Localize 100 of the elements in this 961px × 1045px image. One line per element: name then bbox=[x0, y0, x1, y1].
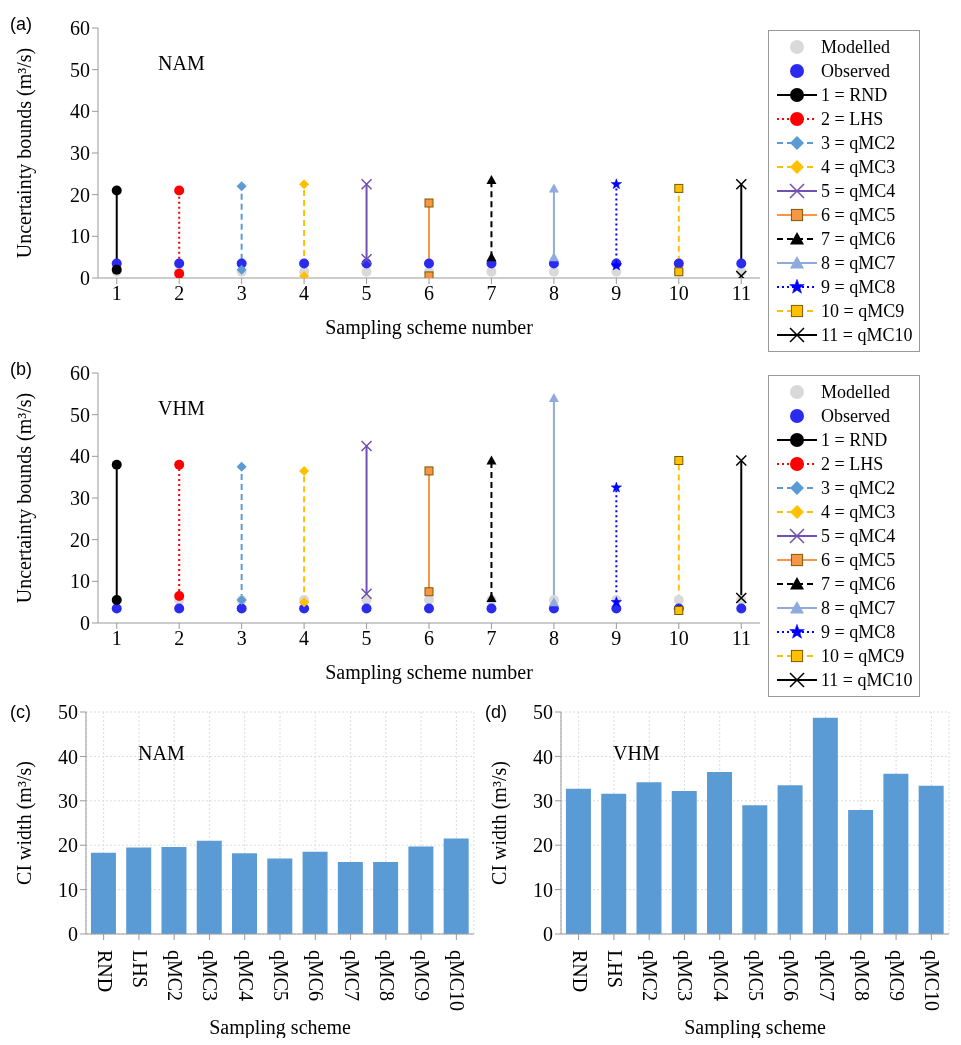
y-axis-title: CI width (m³/s) bbox=[13, 761, 37, 885]
y-tick-label: 20 bbox=[58, 834, 78, 857]
y-tick-label: 30 bbox=[70, 487, 90, 510]
x-tick-label: 4 bbox=[299, 627, 310, 650]
x-tick-label: qMC10 bbox=[920, 950, 944, 1012]
x-tick-label: 7 bbox=[486, 627, 497, 650]
y-tick-label: 50 bbox=[533, 701, 553, 724]
legend-label: 3 = qMC2 bbox=[821, 477, 896, 500]
legend-label: 4 = qMC3 bbox=[821, 501, 896, 524]
y-tick-label: 50 bbox=[70, 58, 90, 81]
x-tick-label: 1 bbox=[111, 282, 122, 305]
legend-label: 7 = qMC6 bbox=[821, 228, 896, 251]
x-tick-label: 6 bbox=[424, 627, 434, 650]
legend-label: 5 = qMC4 bbox=[821, 180, 896, 203]
y-tick-label: 0 bbox=[68, 923, 78, 946]
x-tick-label: qMC8 bbox=[849, 950, 873, 1002]
y-tick-label: 40 bbox=[70, 100, 90, 123]
x-tick-label: 2 bbox=[174, 627, 185, 650]
legend-label: Modelled bbox=[821, 36, 890, 59]
y-axis-title: Uncertainty bounds (m³/s) bbox=[13, 47, 37, 259]
text: (b) bbox=[10, 359, 32, 380]
x-tick-label: qMC3 bbox=[198, 950, 222, 1002]
y-tick-label: 50 bbox=[58, 701, 78, 724]
y-tick-label: 60 bbox=[70, 362, 90, 385]
legend-label: 6 = qMC5 bbox=[821, 204, 896, 227]
text: (d) bbox=[485, 702, 507, 723]
x-tick-label: 4 bbox=[299, 282, 310, 305]
x-tick-label: 5 bbox=[361, 282, 372, 305]
legend-label: Observed bbox=[821, 405, 890, 428]
legend-label: 8 = qMC7 bbox=[821, 597, 896, 620]
x-tick-label: 11 bbox=[731, 282, 751, 305]
x-axis-title: Sampling scheme bbox=[684, 1016, 826, 1039]
x-tick-label: 8 bbox=[548, 627, 559, 650]
x-tick-label: 1 bbox=[111, 627, 122, 650]
y-tick-label: 0 bbox=[80, 612, 90, 635]
y-tick-label: 40 bbox=[533, 745, 553, 768]
legend-label: Modelled bbox=[821, 381, 890, 404]
legend-label: 9 = qMC8 bbox=[821, 621, 896, 644]
y-tick-label: 0 bbox=[80, 267, 90, 290]
x-tick-label: 9 bbox=[611, 627, 622, 650]
text: (c) bbox=[10, 702, 31, 723]
x-tick-label: 5 bbox=[361, 627, 372, 650]
legend-label: 8 = qMC7 bbox=[821, 252, 896, 275]
y-tick-label: 20 bbox=[70, 183, 90, 206]
x-tick-label: qMC10 bbox=[445, 950, 469, 1012]
y-tick-label: 0 bbox=[543, 923, 553, 946]
y-axis-title: Uncertainty bounds (m³/s) bbox=[13, 392, 37, 604]
legend-label: Observed bbox=[821, 60, 890, 83]
x-tick-label: qMC9 bbox=[410, 950, 434, 1002]
x-tick-label: RND bbox=[568, 950, 591, 993]
x-tick-label: qMC5 bbox=[744, 950, 767, 1002]
y-tick-label: 40 bbox=[58, 745, 78, 768]
annotation: NAM bbox=[138, 742, 185, 765]
x-tick-label: qMC4 bbox=[233, 950, 257, 1002]
x-tick-label: qMC8 bbox=[374, 950, 398, 1002]
y-tick-label: 10 bbox=[70, 225, 90, 248]
y-tick-label: 50 bbox=[70, 403, 90, 426]
y-tick-label: 30 bbox=[58, 789, 78, 812]
x-axis-title: Sampling scheme number bbox=[325, 661, 534, 684]
legend-label: 1 = RND bbox=[821, 84, 888, 107]
x-tick-label: qMC4 bbox=[708, 950, 732, 1002]
x-tick-label: qMC2 bbox=[638, 950, 662, 1002]
x-tick-label: 6 bbox=[424, 282, 434, 305]
x-tick-label: LHS bbox=[128, 950, 151, 988]
x-axis-title: Sampling scheme number bbox=[325, 316, 534, 339]
x-tick-label: qMC6 bbox=[779, 950, 803, 1002]
legend-label: 10 = qMC9 bbox=[821, 300, 905, 323]
y-tick-label: 20 bbox=[70, 528, 90, 551]
legend-label: 2 = LHS bbox=[821, 453, 884, 476]
x-tick-label: qMC9 bbox=[885, 950, 909, 1002]
x-tick-label: qMC3 bbox=[673, 950, 697, 1002]
legend-label: 6 = qMC5 bbox=[821, 549, 896, 572]
y-tick-label: 60 bbox=[70, 17, 90, 40]
x-tick-label: qMC2 bbox=[163, 950, 187, 1002]
x-tick-label: qMC7 bbox=[339, 950, 363, 1002]
x-tick-label: 3 bbox=[236, 627, 247, 650]
legend-label: 4 = qMC3 bbox=[821, 156, 896, 179]
x-tick-label: qMC7 bbox=[814, 950, 838, 1002]
legend-label: 3 = qMC2 bbox=[821, 132, 896, 155]
x-tick-label: qMC6 bbox=[304, 950, 328, 1002]
y-tick-label: 30 bbox=[533, 789, 553, 812]
x-tick-label: RND bbox=[93, 950, 116, 993]
x-tick-label: 2 bbox=[174, 282, 185, 305]
x-tick-label: 9 bbox=[611, 282, 622, 305]
legend-label: 1 = RND bbox=[821, 429, 888, 452]
y-tick-label: 10 bbox=[58, 878, 78, 901]
legend-label: 7 = qMC6 bbox=[821, 573, 896, 596]
x-tick-label: qMC5 bbox=[269, 950, 292, 1002]
x-tick-label: 8 bbox=[548, 282, 559, 305]
text: (a) bbox=[10, 14, 32, 35]
legend-label: 11 = qMC10 bbox=[821, 324, 913, 347]
legend-label: 10 = qMC9 bbox=[821, 645, 905, 668]
y-axis-title: CI width (m³/s) bbox=[488, 761, 512, 885]
y-tick-label: 30 bbox=[70, 142, 90, 165]
x-tick-label: LHS bbox=[603, 950, 626, 988]
y-tick-label: 20 bbox=[533, 834, 553, 857]
x-tick-label: 10 bbox=[668, 282, 689, 305]
legend-label: 2 = LHS bbox=[821, 108, 884, 131]
annotation: VHM bbox=[613, 742, 660, 765]
legend-label: 5 = qMC4 bbox=[821, 525, 896, 548]
